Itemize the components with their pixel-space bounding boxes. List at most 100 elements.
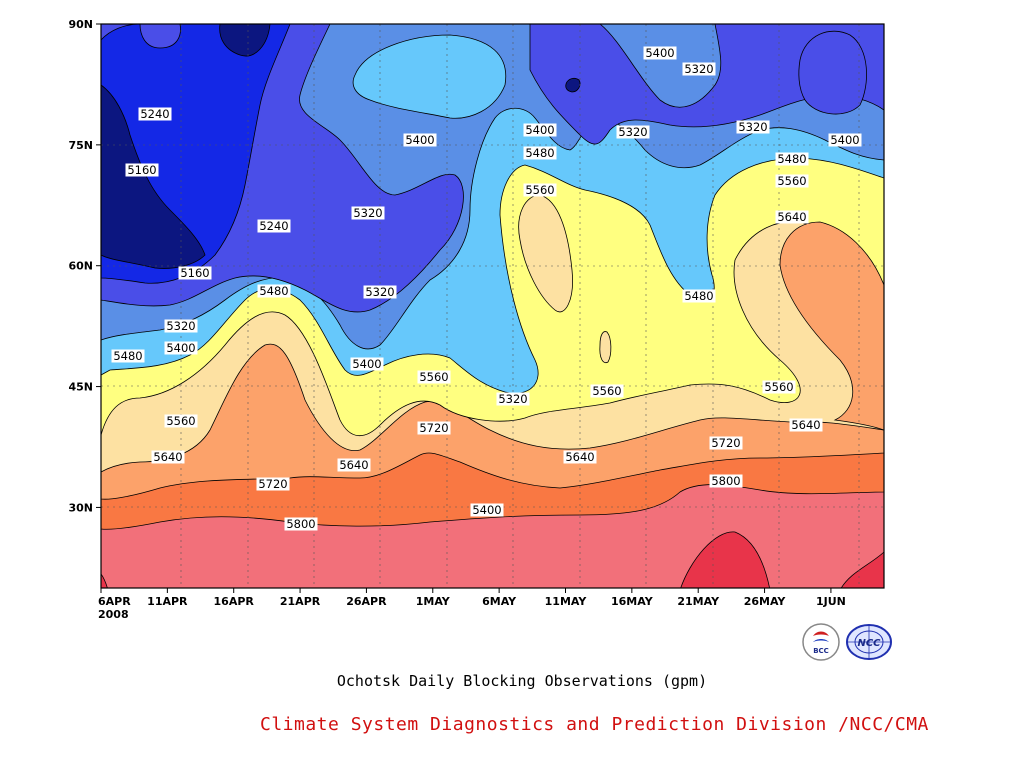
contour-label: 5320 [166, 319, 195, 333]
band-5640-5720-core [779, 24, 884, 431]
contour-label-bg [616, 125, 650, 139]
contour-label-bg [417, 370, 451, 384]
contour-label: 5240 [140, 107, 169, 121]
contour-label-bg [417, 421, 451, 435]
contour-label: 5400 [166, 341, 195, 355]
x-tick-label: 16APR [214, 595, 255, 608]
contour-label: 5320 [498, 392, 527, 406]
contour-label: 5400 [830, 133, 859, 147]
contour-label-bg [164, 414, 198, 428]
band-below-5160 [565, 77, 581, 93]
contour-label: 5160 [127, 163, 156, 177]
contour-label-bg [523, 123, 557, 137]
x-tick-label: 26APR [346, 595, 387, 608]
x-tick-label: 6APR [98, 595, 131, 608]
contour-label: 5400 [352, 357, 381, 371]
contour-label: 5640 [565, 450, 594, 464]
contour-label-bg [523, 183, 557, 197]
x-tick-label: 11APR [147, 595, 188, 608]
contour-label: 5560 [764, 380, 793, 394]
year-label: 2008 [98, 608, 129, 621]
contour-label-bg [523, 146, 557, 160]
contour-label-bg [563, 450, 597, 464]
contour-label: 5480 [525, 146, 554, 160]
contour-label: 5800 [711, 474, 740, 488]
contour-label-bg [164, 341, 198, 355]
x-tick-label: 11MAY [545, 595, 588, 608]
contour-label: 5640 [339, 458, 368, 472]
contour-label-bg [590, 384, 624, 398]
contour-label-bg [138, 107, 172, 121]
contour-label-bg [111, 349, 145, 363]
contour-label: 5480 [113, 349, 142, 363]
x-tick-label: 21MAY [677, 595, 720, 608]
plot-frame [100, 23, 885, 589]
contour-label: 5560 [525, 183, 554, 197]
band-below-5160 [101, 84, 206, 269]
contour-label-bg [775, 174, 809, 188]
contour-label: 5640 [791, 418, 820, 432]
svg-text:NCC: NCC [857, 638, 881, 649]
contour-label: 5480 [777, 152, 806, 166]
contour-label-bg [350, 357, 384, 371]
x-axis: 6APR 11APR 16APR 21APR 26APR 1MAY 6MAY 11MAY 16M… [98, 588, 846, 608]
contour-label-bg [351, 206, 385, 220]
contour-label-bg [496, 392, 530, 406]
contour-label-bg [257, 219, 291, 233]
y-axis: 90N 75N 60N 45N 30N [68, 18, 101, 514]
contour-label: 5640 [777, 210, 806, 224]
credit-line: Climate System Diagnostics and Predictio… [260, 714, 929, 735]
band-5240-5320 [798, 30, 867, 115]
contour-label: 5160 [180, 266, 209, 280]
contour-label: 5560 [592, 384, 621, 398]
contour-label-bg [643, 46, 677, 60]
contour-label-bg [125, 163, 159, 177]
band-above-5880 [680, 531, 770, 588]
contour-label: 5320 [738, 120, 767, 134]
contour-label: 5320 [618, 125, 647, 139]
x-tick-label: 16MAY [611, 595, 654, 608]
contour-label-bg [363, 285, 397, 299]
contour-label-bg [284, 517, 318, 531]
bcc-logo: BCC [802, 623, 840, 661]
contour-label-bg [709, 474, 743, 488]
x-tick-label: 1MAY [416, 595, 451, 608]
band-above-5880 [101, 573, 108, 588]
contour-label-bg [337, 458, 371, 472]
contour-label-bg [709, 436, 743, 450]
contour-label-bg [762, 380, 796, 394]
band-5240-5320 [529, 24, 884, 145]
contour-label-bg [403, 133, 437, 147]
contour-label-bg [775, 152, 809, 166]
contour-label: 5640 [153, 450, 182, 464]
contour-label: 5240 [259, 219, 288, 233]
y-tick-label: 90N [68, 18, 93, 31]
contour-label: 5320 [684, 62, 713, 76]
ncc-logo: NCC [846, 624, 892, 660]
band-5560-5640-island [599, 331, 612, 364]
contour-label: 5320 [365, 285, 394, 299]
contour-label: 5720 [419, 421, 448, 435]
contour-label: 5400 [405, 133, 434, 147]
contour-label: 5400 [645, 46, 674, 60]
contour-label-bg [775, 210, 809, 224]
contour-label: 5400 [525, 123, 554, 137]
x-tick-label: 6MAY [482, 595, 517, 608]
contour-label: 5800 [286, 517, 315, 531]
contour-label-bg [682, 289, 716, 303]
contour-label-bg [257, 284, 291, 298]
band-above-5880 [840, 551, 884, 588]
contour-label-bg [470, 503, 504, 517]
contour-labels: 5240 5160 5240 5160 5320 5400 5480 5480 5400 5320… [111, 46, 862, 531]
y-tick-label: 75N [68, 139, 93, 152]
contour-label-bg [682, 62, 716, 76]
contour-label: 5720 [711, 436, 740, 450]
contour-label-bg [178, 266, 212, 280]
contour-label: 5480 [684, 289, 713, 303]
x-tick-label: 26MAY [744, 595, 787, 608]
x-tick-label: 21APR [280, 595, 321, 608]
contour-label-bg [736, 120, 770, 134]
contour-label: 5400 [472, 503, 501, 517]
band-below-5160 [219, 24, 271, 57]
